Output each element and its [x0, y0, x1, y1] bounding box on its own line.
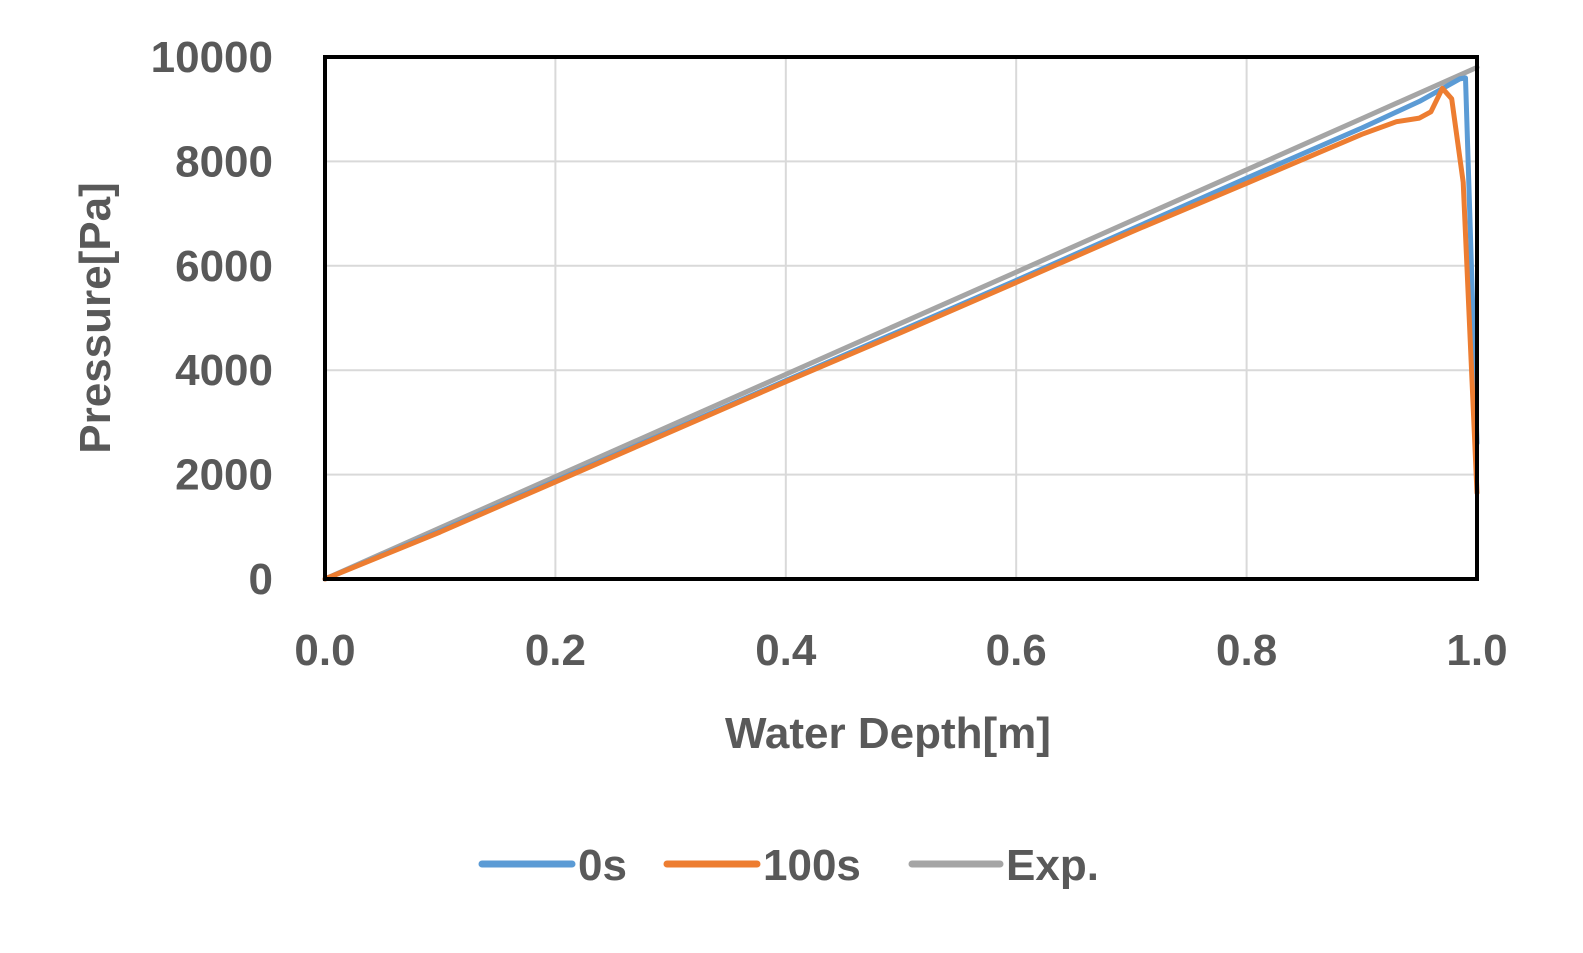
y-axis-tick-labels: 0 2000 4000 6000 8000 10000 [151, 33, 273, 604]
x-tick-label: 0.8 [1216, 626, 1277, 675]
x-tick-label: 0.4 [755, 626, 817, 675]
legend-label: 100s [763, 841, 861, 890]
series-line-1 [322, 85, 1480, 582]
x-tick-label: 0.2 [525, 626, 586, 675]
y-tick-label: 4000 [175, 346, 273, 395]
legend-label: Exp. [1006, 841, 1099, 890]
y-tick-label: 8000 [175, 137, 273, 186]
y-tick-label: 6000 [175, 242, 273, 291]
plot-area-border [323, 55, 1479, 581]
series-line-2 [322, 64, 1480, 582]
y-axis-label: Pressure[Pa] [71, 182, 120, 453]
x-tick-label: 0.0 [294, 626, 355, 675]
y-tick-label: 2000 [175, 451, 273, 500]
series-line-0 [322, 75, 1480, 582]
y-tick-label: 0 [249, 555, 273, 604]
y-tick-label: 10000 [151, 33, 273, 82]
x-axis-label: Water Depth[m] [725, 709, 1051, 758]
series-lines [322, 64, 1480, 582]
legend-label: 0s [578, 841, 627, 890]
x-tick-label: 0.6 [986, 626, 1047, 675]
legend: 0s 100s Exp. [478, 841, 1099, 890]
x-tick-label: 1.0 [1446, 626, 1507, 675]
x-axis-tick-labels: 0.0 0.2 0.4 0.6 0.8 1.0 [294, 626, 1507, 675]
